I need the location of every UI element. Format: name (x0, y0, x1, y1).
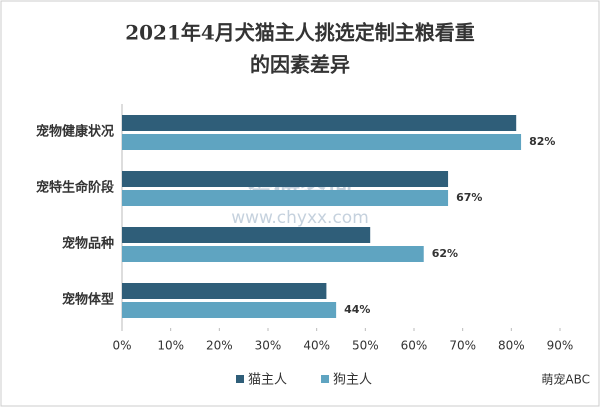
x-tick-label: 20% (206, 339, 233, 353)
bar (122, 227, 371, 243)
x-tick-label: 50% (352, 339, 379, 353)
bar (122, 134, 522, 150)
x-tick-label: 30% (255, 339, 282, 353)
legend-swatch (321, 375, 330, 383)
x-tick-label: 90% (547, 339, 574, 353)
x-tick-label: 60% (401, 339, 428, 353)
x-tick-label: 10% (157, 339, 184, 353)
legend-label: 猫主人 (248, 373, 287, 388)
x-tick-label: 70% (449, 339, 476, 353)
legend-label: 狗主人 (333, 373, 372, 388)
value-label: 67% (456, 191, 482, 204)
y-tick-label: 宠特生命阶段 (36, 180, 114, 196)
watermark: www.chyxx.com (231, 208, 369, 228)
bar (122, 115, 517, 131)
bar (122, 283, 327, 299)
value-label: 62% (432, 247, 458, 260)
legend-swatch (236, 375, 244, 383)
bar (122, 302, 337, 318)
y-tick-label: 宠物健康状况 (36, 124, 114, 140)
bar (122, 171, 449, 187)
x-tick-label: 80% (498, 339, 525, 353)
chart-title: 2021年4月犬猫主人挑选定制主粮看重 (125, 21, 475, 45)
bar (122, 246, 424, 262)
y-tick-label: 宠物体型 (62, 292, 114, 308)
value-label: 44% (344, 303, 370, 316)
source-label: 萌宠ABC (541, 372, 590, 387)
y-tick-label: 宠物品种 (62, 236, 114, 252)
x-tick-label: 0% (112, 339, 131, 353)
x-tick-label: 40% (303, 339, 330, 353)
bar (122, 190, 449, 206)
value-label: 82% (529, 135, 555, 148)
chart-title: 的因素差异 (250, 53, 350, 77)
